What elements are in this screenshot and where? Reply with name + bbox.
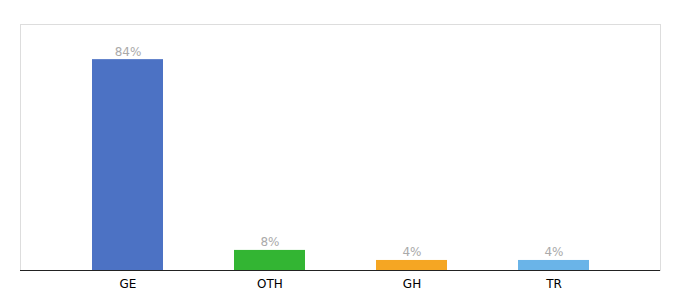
svg-text:TR: TR <box>545 277 562 291</box>
svg-text:OTH: OTH <box>257 277 283 291</box>
svg-text:GH: GH <box>403 277 421 291</box>
svg-text:4%: 4% <box>402 245 421 259</box>
svg-text:8%: 8% <box>260 235 279 249</box>
svg-text:4%: 4% <box>544 245 563 259</box>
svg-text:GE: GE <box>120 277 137 291</box>
svg-text:84%: 84% <box>115 45 142 59</box>
